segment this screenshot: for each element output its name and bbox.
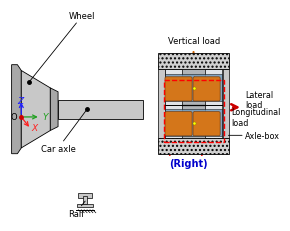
Text: (DTRB): (DTRB) [166, 145, 205, 155]
FancyBboxPatch shape [158, 54, 229, 69]
FancyBboxPatch shape [166, 69, 222, 139]
Polygon shape [12, 65, 21, 154]
Text: (Right): (Right) [169, 158, 208, 168]
FancyBboxPatch shape [165, 112, 192, 136]
Text: Z: Z [17, 96, 23, 105]
Text: Longitudinal
load: Longitudinal load [231, 108, 281, 127]
FancyBboxPatch shape [58, 100, 143, 119]
FancyBboxPatch shape [166, 75, 222, 102]
FancyBboxPatch shape [166, 110, 222, 137]
Text: Vertical load: Vertical load [168, 37, 221, 46]
Text: Y: Y [43, 113, 48, 122]
FancyBboxPatch shape [83, 196, 87, 204]
FancyBboxPatch shape [77, 204, 93, 207]
FancyBboxPatch shape [158, 139, 229, 154]
FancyBboxPatch shape [222, 69, 229, 139]
Text: X: X [32, 124, 38, 132]
FancyBboxPatch shape [182, 69, 205, 139]
FancyBboxPatch shape [78, 194, 92, 198]
FancyBboxPatch shape [193, 77, 220, 102]
FancyBboxPatch shape [165, 77, 192, 102]
Polygon shape [50, 88, 58, 131]
Text: Lateral
load: Lateral load [245, 90, 273, 110]
FancyBboxPatch shape [158, 69, 164, 139]
FancyBboxPatch shape [193, 112, 220, 136]
Polygon shape [21, 71, 50, 148]
Text: Rail: Rail [68, 201, 85, 218]
Text: Axle-box: Axle-box [228, 131, 280, 140]
Text: O: O [11, 113, 17, 122]
Text: Wheel: Wheel [29, 12, 95, 83]
Text: Car axle: Car axle [41, 110, 87, 153]
